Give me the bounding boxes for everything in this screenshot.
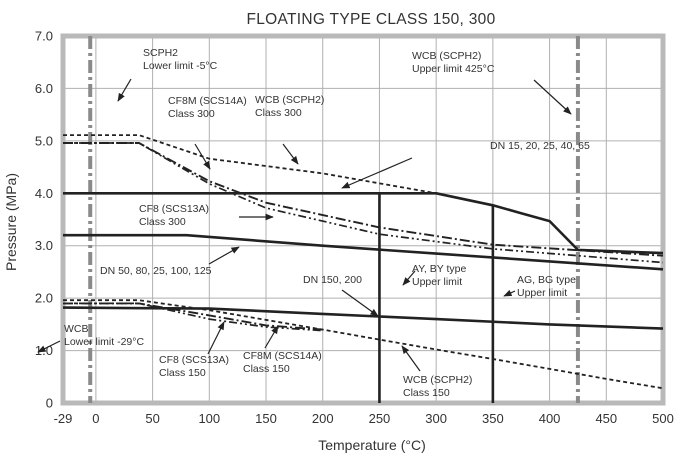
annotation-text: DN 150, 200 xyxy=(303,274,362,286)
annotation-arrow xyxy=(194,143,211,170)
annotation-text: CF8M (SCS14A) Class 300 xyxy=(168,95,247,120)
annotation-arrow xyxy=(401,345,421,372)
series-line-cf8_150 xyxy=(63,302,323,332)
x-tick-label: 100 xyxy=(198,411,220,426)
y-tick-label: 6.0 xyxy=(35,81,53,96)
annotation-text: SCPH2 Lower limit -5°C xyxy=(143,47,218,72)
x-tick-label: 150 xyxy=(255,411,277,426)
y-tick-labels: 01.02.03.04.05.06.07.0 xyxy=(35,29,53,411)
y-tick-label: 3.0 xyxy=(35,238,53,253)
x-tick-label: 400 xyxy=(539,411,561,426)
annotation: DN 15, 20, 25, 40, 65 xyxy=(341,140,590,189)
annotation: WCB (SCPH2) Class 150 xyxy=(401,345,472,399)
annotation-text: WCB (SCPH2) Class 150 xyxy=(403,374,472,399)
plot-frame xyxy=(60,33,666,406)
annotation-arrow xyxy=(37,340,61,353)
x-tick-label: 350 xyxy=(482,411,504,426)
series-line-cf8m150 xyxy=(63,302,323,331)
annotation-arrow xyxy=(402,270,416,286)
annotation-arrow xyxy=(117,78,132,102)
annotation: WCB (SCPH2) Upper limit 425°C xyxy=(412,50,572,115)
series-line-dn150 xyxy=(62,306,664,330)
annotation: DN 150, 200 xyxy=(303,274,379,317)
annotation: CF8 (SCS13A) Class 300 xyxy=(139,203,274,228)
annotation: AG, BG type Upper limit xyxy=(503,274,576,299)
annotation: AY, BY type Upper limit xyxy=(402,263,466,288)
annotation: DN 50, 80, 25, 100, 125 xyxy=(100,246,240,277)
annotation-text: DN 50, 80, 25, 100, 125 xyxy=(100,265,212,277)
annotation-text: AY, BY type Upper limit xyxy=(412,263,466,288)
annotation: CF8M (SCS14A) Class 300 xyxy=(168,95,247,170)
annotation-text: WCB (SCPH2) Class 300 xyxy=(255,94,324,119)
chart-title: FLOATING TYPE CLASS 150, 300 xyxy=(246,11,495,28)
x-tick-labels: -29 0 50 100 150 200 250 300 350 400 450 500 xyxy=(54,411,674,426)
series-line-cf8_300 xyxy=(63,142,664,264)
x-tick-label: 300 xyxy=(425,411,447,426)
annotation-text: CF8 (SCS13A) Class 150 xyxy=(159,354,229,379)
x-tick-label: 450 xyxy=(595,411,617,426)
x-tick-label: 200 xyxy=(312,411,334,426)
annotation-text: WCB (SCPH2) Upper limit 425°C xyxy=(412,50,495,75)
x-tick-label: 0 xyxy=(92,411,99,426)
annotation-text: CF8 (SCS13A) Class 300 xyxy=(139,203,209,228)
y-tick-label: 0 xyxy=(46,396,53,411)
series-line-dn50 xyxy=(63,233,664,271)
annotation: WCB Lower limit -29°C xyxy=(37,323,144,353)
x-tick-label: 250 xyxy=(369,411,391,426)
series-lines xyxy=(62,134,664,390)
annotation-arrow xyxy=(503,289,516,297)
annotation: WCB (SCPH2) Class 300 xyxy=(255,94,324,165)
y-tick-label: 2.0 xyxy=(35,291,53,306)
y-axis-label: Pressure (MPa) xyxy=(3,173,19,271)
annotation-arrow xyxy=(264,325,279,349)
annotations: SCPH2 Lower limit -5°C WCB (SCPH2) Upper li… xyxy=(37,47,590,399)
annotation-text: WCB Lower limit -29°C xyxy=(64,323,144,348)
y-tick-label: 7.0 xyxy=(35,29,53,44)
annotation: CF8 (SCS13A) Class 150 xyxy=(159,321,229,379)
annotation-arrow xyxy=(533,79,572,115)
x-tick-label: -29 xyxy=(54,411,73,426)
annotation-arrow xyxy=(282,143,299,165)
annotation: SCPH2 Lower limit -5°C xyxy=(117,47,218,102)
annotation-text: AG, BG type Upper limit xyxy=(517,274,576,299)
x-tick-label: 500 xyxy=(652,411,674,426)
annotation-arrow xyxy=(208,246,240,265)
y-tick-label: 5.0 xyxy=(35,133,53,148)
annotation-arrow xyxy=(341,157,413,189)
series-line-dn15 xyxy=(63,192,664,255)
x-tick-label: 50 xyxy=(145,411,159,426)
y-tick-label: 4.0 xyxy=(35,186,53,201)
series-line-wcb150 xyxy=(63,299,664,390)
annotation-text: DN 15, 20, 25, 40, 65 xyxy=(490,140,590,152)
annotation: CF8M (SCS14A) Class 150 xyxy=(243,325,322,375)
annotation-text: CF8M (SCS14A) Class 150 xyxy=(243,350,322,375)
annotation-arrow xyxy=(341,289,379,317)
annotation-arrow xyxy=(207,321,225,355)
x-axis-label: Temperature (°C) xyxy=(318,437,426,453)
